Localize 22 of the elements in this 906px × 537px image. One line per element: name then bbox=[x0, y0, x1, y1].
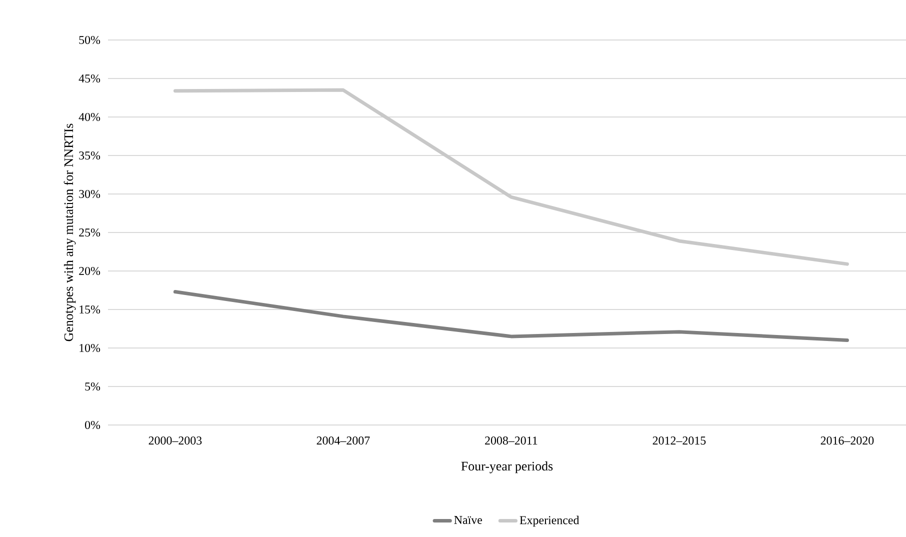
y-tick-label: 30% bbox=[79, 190, 100, 198]
y-tick-label: 10% bbox=[80, 344, 100, 352]
y-tick-label: 50% bbox=[79, 36, 100, 44]
x-tick-label: 2012–2015 bbox=[652, 436, 706, 445]
y-tick-label: 35% bbox=[79, 151, 100, 160]
y-tick-label: 0% bbox=[85, 420, 100, 430]
x-tick-label: 2016–2020 bbox=[820, 436, 874, 445]
y-tick-label: 45% bbox=[78, 74, 100, 83]
x-tick-label: 2004–2007 bbox=[316, 436, 370, 445]
x-tick-label: 2000–2003 bbox=[148, 436, 202, 445]
legend-label: Naïve bbox=[454, 516, 482, 524]
x-tick-label: 2008–2011 bbox=[485, 436, 538, 445]
y-tick-label: 40% bbox=[78, 112, 100, 122]
y-tick-label: 25% bbox=[79, 228, 100, 237]
y-axis-title: Genotypes with any mutation for NNRTIs bbox=[64, 124, 76, 342]
line-series bbox=[173, 88, 849, 266]
y-tick-label: 15% bbox=[80, 305, 100, 314]
y-tick-label: 5% bbox=[85, 382, 100, 391]
line-series bbox=[173, 290, 849, 342]
x-axis-title: Four-year periods bbox=[461, 461, 553, 474]
legend-label: Experienced bbox=[520, 516, 580, 527]
y-tick-label: 20% bbox=[79, 266, 100, 276]
